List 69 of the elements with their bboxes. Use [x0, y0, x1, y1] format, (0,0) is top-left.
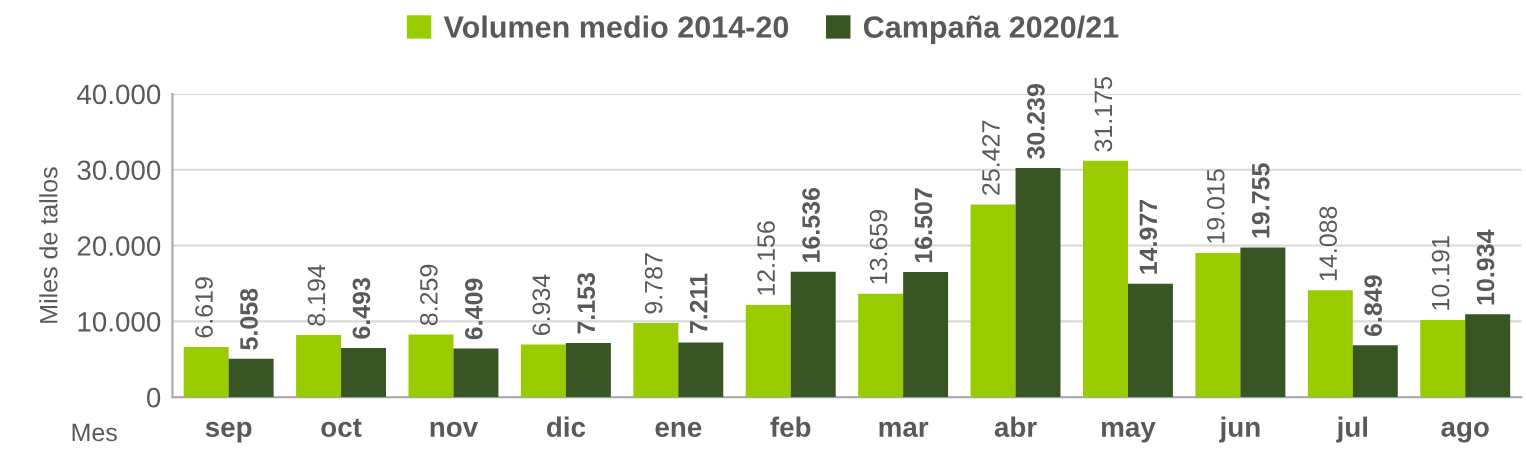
bar: [1420, 319, 1466, 398]
data-label: 31.175: [1094, 77, 1113, 152]
y-tick-label: 40.000: [77, 84, 161, 105]
y-tick-label: 20.000: [77, 236, 161, 256]
bar: [341, 347, 387, 398]
bar: [633, 322, 679, 398]
bar: [1195, 253, 1241, 398]
data-label: 5.058: [240, 288, 258, 350]
bar: [1465, 314, 1511, 398]
data-label: 6.409: [464, 278, 483, 340]
bar: [858, 293, 904, 398]
y-tick-label: 0: [146, 387, 161, 408]
x-tick-label: ene: [655, 421, 702, 438]
data-label: 13.659: [869, 210, 888, 284]
x-tick-label: ago: [1441, 421, 1489, 443]
data-label: 10.191: [1431, 236, 1450, 310]
x-tick-label: dic: [546, 416, 586, 438]
data-label: 19.755: [1251, 163, 1270, 238]
y-axis-title: Miles de tallos: [39, 167, 58, 323]
bar: [790, 271, 836, 398]
data-label: 25.427: [982, 120, 1000, 195]
x-tick-label: jul: [1336, 416, 1368, 443]
data-label: 30.239: [1027, 84, 1045, 160]
bar: [228, 358, 274, 398]
data-label: 6.493: [352, 277, 371, 339]
data-label: 8.259: [420, 264, 438, 326]
data-label: 19.015: [1206, 169, 1225, 243]
legend-label: Volumen medio 2014-20: [443, 15, 789, 38]
data-label: 6.849: [1364, 275, 1382, 337]
bar: [296, 335, 342, 398]
data-label: 16.536: [802, 187, 820, 262]
bar: [1015, 167, 1061, 398]
bar: [970, 204, 1016, 398]
y-tick-label: 30.000: [77, 160, 161, 181]
x-tick-label: oct: [321, 418, 362, 438]
data-label: 12.156: [757, 221, 775, 295]
x-axis-title: Mes: [72, 423, 117, 442]
data-label: 7.211: [689, 273, 708, 334]
x-tick-label: may: [1102, 421, 1156, 443]
bar: [1240, 247, 1286, 398]
data-label: 6.619: [195, 277, 213, 338]
data-label: 7.153: [577, 272, 596, 334]
x-tick-label: jun: [1219, 416, 1260, 443]
y-tick-label: 10.000: [78, 312, 161, 332]
bar: [183, 347, 229, 398]
bar: [745, 305, 791, 398]
x-tick-label: abr: [994, 416, 1037, 438]
bar: [1307, 290, 1353, 398]
bar: [520, 344, 566, 398]
data-label: 9.787: [644, 253, 663, 314]
bar: [903, 272, 949, 398]
bar: [565, 342, 611, 398]
x-tick-label: mar: [879, 421, 929, 438]
bar: [453, 348, 499, 398]
bar: [1127, 283, 1173, 398]
x-tick-label: nov: [430, 421, 479, 438]
data-label: 8.194: [307, 264, 326, 326]
bar: [678, 342, 724, 398]
x-tick-label: sep: [205, 421, 252, 443]
data-label: 6.934: [532, 274, 551, 336]
data-label: 16.507: [914, 188, 933, 263]
bar: [1083, 160, 1128, 398]
bar: [1352, 345, 1398, 398]
legend-label: Campaña 2020/21: [863, 15, 1119, 44]
data-label: 14.088: [1319, 206, 1338, 281]
x-tick-label: feb: [770, 416, 811, 438]
data-label: 10.934: [1476, 229, 1495, 305]
data-label: 14.977: [1139, 199, 1158, 274]
bar: [408, 334, 454, 398]
